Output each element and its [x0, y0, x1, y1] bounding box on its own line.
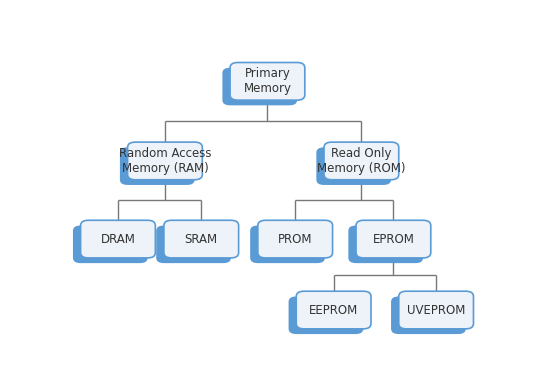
FancyBboxPatch shape: [156, 226, 231, 263]
FancyBboxPatch shape: [230, 62, 305, 100]
Text: Read Only
Memory (ROM): Read Only Memory (ROM): [317, 147, 406, 175]
FancyBboxPatch shape: [316, 147, 391, 185]
FancyBboxPatch shape: [164, 220, 239, 258]
FancyBboxPatch shape: [399, 291, 473, 329]
FancyBboxPatch shape: [289, 296, 363, 334]
Text: SRAM: SRAM: [185, 233, 218, 246]
FancyBboxPatch shape: [73, 226, 148, 263]
FancyBboxPatch shape: [128, 142, 202, 180]
FancyBboxPatch shape: [356, 220, 431, 258]
Text: EEPROM: EEPROM: [309, 303, 358, 317]
FancyBboxPatch shape: [250, 226, 325, 263]
Text: PROM: PROM: [278, 233, 312, 246]
FancyBboxPatch shape: [348, 226, 423, 263]
Text: UVEPROM: UVEPROM: [407, 303, 465, 317]
FancyBboxPatch shape: [391, 296, 466, 334]
FancyBboxPatch shape: [120, 147, 195, 185]
Text: Random Access
Memory (RAM): Random Access Memory (RAM): [118, 147, 211, 175]
FancyBboxPatch shape: [223, 68, 297, 105]
FancyBboxPatch shape: [324, 142, 399, 180]
Text: DRAM: DRAM: [100, 233, 136, 246]
FancyBboxPatch shape: [296, 291, 371, 329]
Text: Primary
Memory: Primary Memory: [244, 67, 291, 95]
Text: EPROM: EPROM: [372, 233, 414, 246]
FancyBboxPatch shape: [258, 220, 333, 258]
FancyBboxPatch shape: [80, 220, 155, 258]
